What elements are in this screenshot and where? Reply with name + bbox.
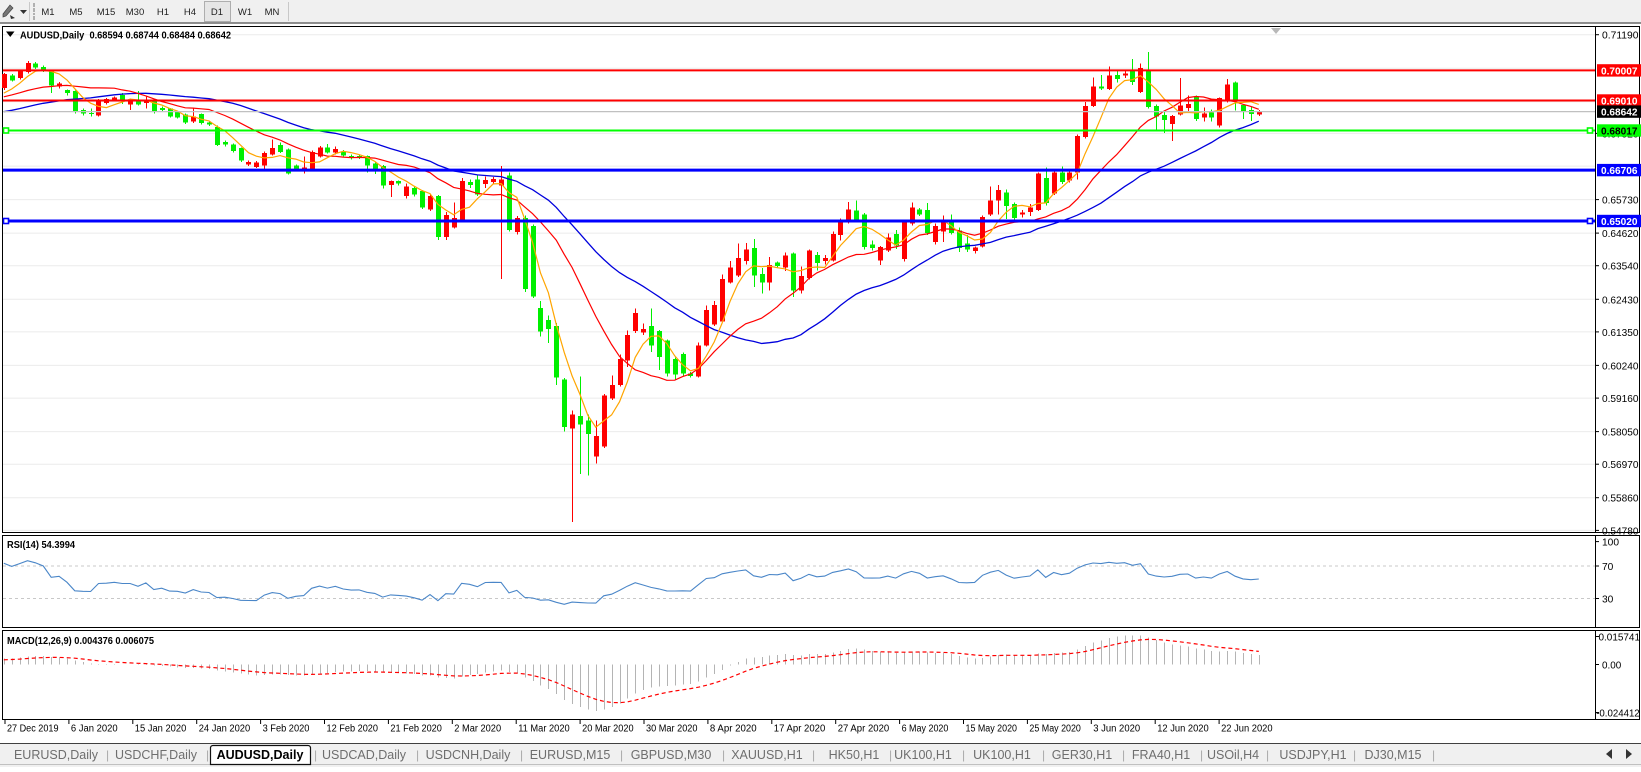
- svg-text:D1: D1: [211, 7, 223, 18]
- svg-text:12 Feb 2020: 12 Feb 2020: [327, 724, 379, 735]
- svg-text:3 Jun 2020: 3 Jun 2020: [1093, 724, 1140, 735]
- svg-text:0.66706: 0.66706: [1601, 166, 1638, 177]
- svg-text:100: 100: [1602, 538, 1619, 549]
- svg-text:USDCNH,Daily: USDCNH,Daily: [426, 748, 511, 762]
- svg-text:24 Jan 2020: 24 Jan 2020: [199, 724, 251, 735]
- svg-text:USDCAD,Daily: USDCAD,Daily: [322, 748, 407, 762]
- svg-text:0.56970: 0.56970: [1602, 460, 1639, 471]
- svg-text:8 Apr 2020: 8 Apr 2020: [710, 724, 757, 735]
- svg-text:W1: W1: [238, 7, 252, 18]
- svg-text:|: |: [206, 748, 209, 762]
- svg-text:M30: M30: [126, 7, 144, 18]
- svg-text:21 Feb 2020: 21 Feb 2020: [390, 724, 442, 735]
- svg-text:|: |: [314, 748, 317, 762]
- svg-text:AUDUSD,Daily: AUDUSD,Daily: [217, 748, 304, 762]
- svg-text:UK100,H1: UK100,H1: [894, 748, 952, 762]
- svg-text:0.68642: 0.68642: [1601, 108, 1638, 119]
- svg-text:H1: H1: [157, 7, 169, 18]
- svg-text:|: |: [106, 748, 109, 762]
- svg-text:6 May 2020: 6 May 2020: [902, 724, 949, 735]
- svg-text:30: 30: [1602, 595, 1614, 606]
- svg-text:|: |: [620, 748, 623, 762]
- svg-text:15 Jan 2020: 15 Jan 2020: [135, 724, 187, 735]
- svg-text:|: |: [1266, 748, 1269, 762]
- svg-text:|: |: [812, 748, 815, 762]
- svg-text:M5: M5: [69, 7, 82, 18]
- svg-text:0.54780: 0.54780: [1602, 526, 1639, 537]
- svg-text:FRA40,H1: FRA40,H1: [1132, 748, 1190, 762]
- svg-text:EURUSD,M15: EURUSD,M15: [530, 748, 611, 762]
- svg-text:|: |: [520, 748, 523, 762]
- svg-text:GBPUSD,M30: GBPUSD,M30: [631, 748, 712, 762]
- svg-text:22 Jun 2020: 22 Jun 2020: [1221, 724, 1273, 735]
- svg-text:AUDUSD,Daily 0.68594 0.68744: AUDUSD,Daily 0.68594 0.68744 0.68484 0.6…: [20, 31, 232, 42]
- svg-text:|: |: [889, 748, 892, 762]
- svg-text:17 Apr 2020: 17 Apr 2020: [774, 724, 826, 735]
- svg-text:3 Feb 2020: 3 Feb 2020: [263, 724, 310, 735]
- svg-text:0.60240: 0.60240: [1602, 361, 1639, 372]
- svg-text:|: |: [962, 748, 965, 762]
- svg-text:M1: M1: [41, 7, 54, 18]
- svg-text:-0.024412: -0.024412: [1596, 709, 1640, 720]
- svg-text:0.65730: 0.65730: [1602, 196, 1639, 207]
- svg-text:0.61350: 0.61350: [1602, 328, 1639, 339]
- svg-text:HK50,H1: HK50,H1: [829, 748, 880, 762]
- svg-text:|: |: [722, 748, 725, 762]
- svg-text:30 Mar 2020: 30 Mar 2020: [646, 724, 698, 735]
- svg-text:UK100,H1: UK100,H1: [973, 748, 1031, 762]
- svg-text:0.64620: 0.64620: [1602, 229, 1639, 240]
- svg-text:USDJPY,H1: USDJPY,H1: [1279, 748, 1346, 762]
- svg-text:6 Jan 2020: 6 Jan 2020: [71, 724, 118, 735]
- svg-text:0.69010: 0.69010: [1601, 97, 1638, 108]
- svg-text:27 Dec 2019: 27 Dec 2019: [7, 724, 59, 735]
- svg-text:GER30,H1: GER30,H1: [1052, 748, 1112, 762]
- svg-text:0.55860: 0.55860: [1602, 494, 1639, 505]
- svg-text:20 Mar 2020: 20 Mar 2020: [582, 724, 634, 735]
- svg-text:USOil,H4: USOil,H4: [1207, 748, 1259, 762]
- svg-text:0.63540: 0.63540: [1602, 262, 1639, 273]
- svg-text:|: |: [1042, 748, 1045, 762]
- svg-text:0.62430: 0.62430: [1602, 295, 1639, 306]
- svg-text:0.59160: 0.59160: [1602, 394, 1639, 405]
- svg-text:25 May 2020: 25 May 2020: [1029, 724, 1081, 735]
- svg-text:XAUUSD,H1: XAUUSD,H1: [731, 748, 803, 762]
- svg-text:0.015741: 0.015741: [1599, 633, 1641, 644]
- svg-text:|: |: [1432, 748, 1435, 762]
- svg-text:12 Jun 2020: 12 Jun 2020: [1157, 724, 1209, 735]
- svg-text:0.68017: 0.68017: [1601, 127, 1638, 138]
- svg-text:MACD(12,26,9) 0.004376 0.00607: MACD(12,26,9) 0.004376 0.006075: [7, 636, 155, 647]
- svg-text:H4: H4: [184, 7, 196, 18]
- svg-text:RSI(14) 54.3994: RSI(14) 54.3994: [7, 540, 76, 551]
- svg-text:15 May 2020: 15 May 2020: [966, 724, 1018, 735]
- svg-text:|: |: [1122, 748, 1125, 762]
- svg-text:EURUSD,Daily: EURUSD,Daily: [14, 748, 99, 762]
- svg-text:70: 70: [1602, 562, 1614, 573]
- svg-text:DJ30,M15: DJ30,M15: [1365, 748, 1422, 762]
- svg-text:0.58050: 0.58050: [1602, 428, 1639, 439]
- svg-text:|: |: [1353, 748, 1356, 762]
- svg-text:2 Mar 2020: 2 Mar 2020: [454, 724, 501, 735]
- svg-text:M15: M15: [97, 7, 115, 18]
- svg-text:|: |: [416, 748, 419, 762]
- svg-text:0.70007: 0.70007: [1601, 66, 1638, 77]
- svg-text:0.65020: 0.65020: [1601, 217, 1638, 228]
- svg-text:0.71190: 0.71190: [1602, 31, 1639, 42]
- svg-text:USDCHF,Daily: USDCHF,Daily: [115, 748, 198, 762]
- svg-text:27 Apr 2020: 27 Apr 2020: [838, 724, 890, 735]
- svg-text:MN: MN: [265, 7, 280, 18]
- svg-text:|: |: [1200, 748, 1203, 762]
- svg-text:11 Mar 2020: 11 Mar 2020: [518, 724, 570, 735]
- svg-text:0.00: 0.00: [1602, 661, 1622, 672]
